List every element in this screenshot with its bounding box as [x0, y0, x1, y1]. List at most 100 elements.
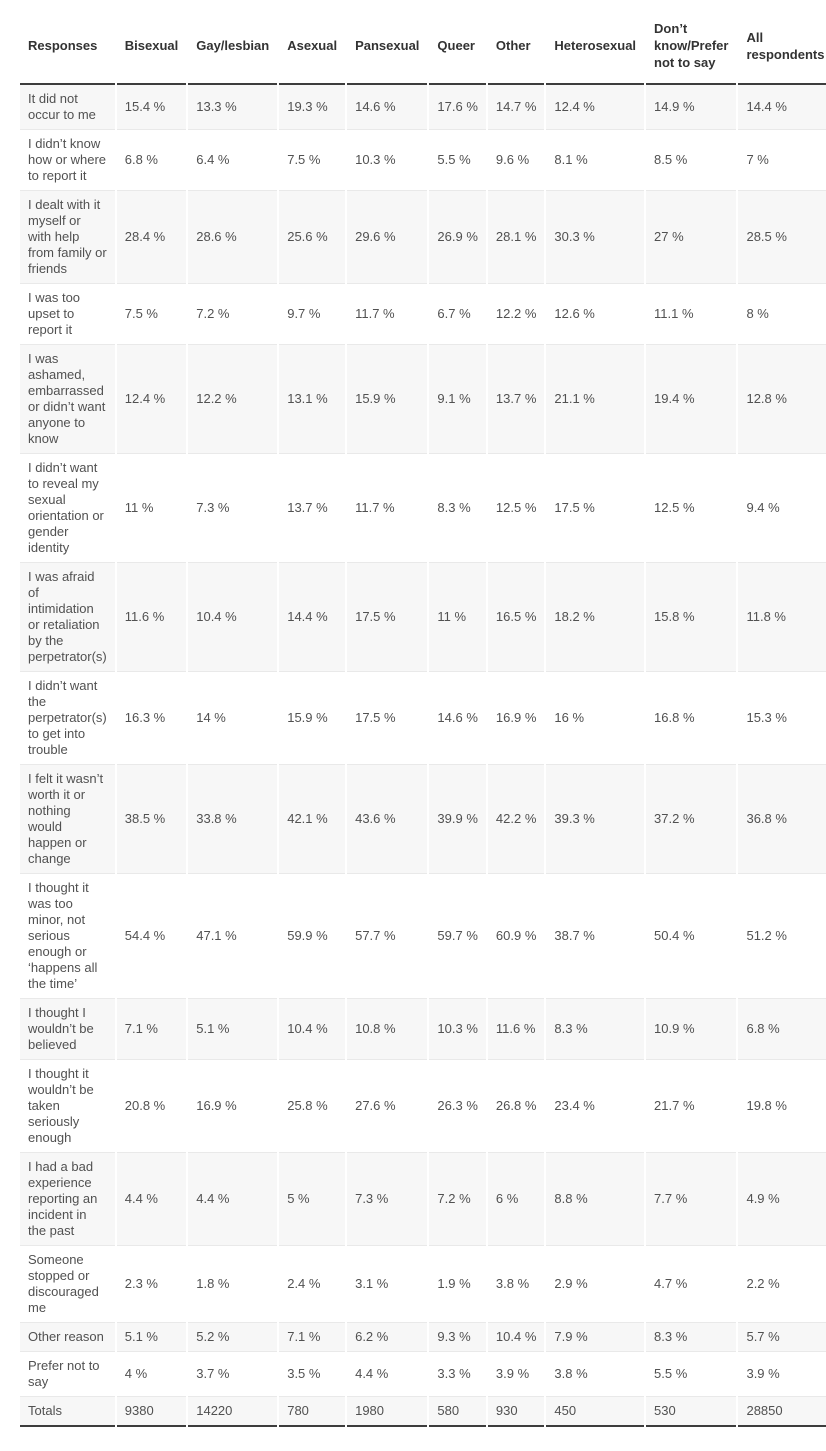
cell-value: 10.3 % [347, 130, 428, 191]
totals-label: Totals [20, 1397, 115, 1427]
cell-value: 14.7 % [487, 85, 545, 130]
cell-value: 3.8 % [487, 1246, 545, 1323]
column-header-gay-lesbian: Gay/lesbian [188, 8, 278, 85]
cell-value: 780 [279, 1397, 346, 1427]
cell-value: 14 % [188, 672, 278, 765]
cell-value: 7.3 % [188, 454, 278, 563]
cell-value: 28850 [738, 1397, 826, 1427]
cell-value: 2.3 % [116, 1246, 187, 1323]
cell-value: 17.5 % [546, 454, 645, 563]
cell-value: 3.1 % [347, 1246, 428, 1323]
cell-value: 28.6 % [188, 191, 278, 284]
cell-value: 14220 [188, 1397, 278, 1427]
cell-value: 1.8 % [188, 1246, 278, 1323]
cell-value: 9.3 % [429, 1323, 486, 1352]
cell-value: 16.3 % [116, 672, 187, 765]
cell-value: 5.5 % [646, 1352, 737, 1397]
column-header-pansexual: Pansexual [347, 8, 428, 85]
cell-value: 51.2 % [738, 874, 826, 999]
cell-value: 16.5 % [487, 563, 545, 672]
cell-value: 7.5 % [279, 130, 346, 191]
table-row: Other reason 5.1 % 5.2 % 7.1 % 6.2 % 9.3 % 10.… [20, 1323, 826, 1352]
cell-value: 17.6 % [429, 85, 486, 130]
row-label: I was ashamed, embarrassed or didn’t wan… [20, 345, 115, 454]
cell-value: 3.9 % [738, 1352, 826, 1397]
cell-value: 15.8 % [646, 563, 737, 672]
cell-value: 9.7 % [279, 284, 346, 345]
cell-value: 28.1 % [487, 191, 545, 284]
cell-value: 6.8 % [738, 999, 826, 1060]
row-label: I had a bad experience reporting an inci… [20, 1153, 115, 1246]
cell-value: 7.2 % [188, 284, 278, 345]
cell-value: 12.5 % [646, 454, 737, 563]
cell-value: 38.7 % [546, 874, 645, 999]
table-row: I was too upset to report it 7.5 % 7.2 % 9.… [20, 284, 826, 345]
cell-value: 37.2 % [646, 765, 737, 874]
column-header-all-respondents: All respondents [738, 8, 826, 85]
row-label: I thought I wouldn’t be believed [20, 999, 115, 1060]
row-label: I didn’t want the perpetrator(s) to get … [20, 672, 115, 765]
cell-value: 10.8 % [347, 999, 428, 1060]
cell-value: 6.4 % [188, 130, 278, 191]
cell-value: 930 [487, 1397, 545, 1427]
row-label: Prefer not to say [20, 1352, 115, 1397]
cell-value: 12.6 % [546, 284, 645, 345]
cell-value: 16 % [546, 672, 645, 765]
table-row: I didn’t want to reveal my sexual orient… [20, 454, 826, 563]
cell-value: 11.6 % [116, 563, 187, 672]
cell-value: 4.4 % [347, 1352, 428, 1397]
cell-value: 12.8 % [738, 345, 826, 454]
cell-value: 13.7 % [279, 454, 346, 563]
cell-value: 450 [546, 1397, 645, 1427]
row-label: Other reason [20, 1323, 115, 1352]
cell-value: 3.8 % [546, 1352, 645, 1397]
cell-value: 43.6 % [347, 765, 428, 874]
totals-row: Totals 9380 14220 780 1980 580 930 450 530 28850 [20, 1397, 826, 1427]
cell-value: 10.3 % [429, 999, 486, 1060]
cell-value: 36.8 % [738, 765, 826, 874]
cell-value: 8.3 % [546, 999, 645, 1060]
column-header-queer: Queer [429, 8, 486, 85]
cell-value: 10.4 % [487, 1323, 545, 1352]
cell-value: 57.7 % [347, 874, 428, 999]
table-row: I thought it wouldn’t be taken seriously… [20, 1060, 826, 1153]
cell-value: 39.9 % [429, 765, 486, 874]
cell-value: 10.4 % [279, 999, 346, 1060]
cell-value: 27 % [646, 191, 737, 284]
cell-value: 4.4 % [188, 1153, 278, 1246]
cell-value: 6.7 % [429, 284, 486, 345]
cell-value: 3.3 % [429, 1352, 486, 1397]
cell-value: 7.9 % [546, 1323, 645, 1352]
table-row: I thought it was too minor, not serious … [20, 874, 826, 999]
cell-value: 4.9 % [738, 1153, 826, 1246]
cell-value: 7.3 % [347, 1153, 428, 1246]
cell-value: 530 [646, 1397, 737, 1427]
cell-value: 19.8 % [738, 1060, 826, 1153]
cell-value: 27.6 % [347, 1060, 428, 1153]
table-row: I thought I wouldn’t be believed 7.1 % 5.1… [20, 999, 826, 1060]
cell-value: 580 [429, 1397, 486, 1427]
row-label: I felt it wasn’t worth it or nothing wou… [20, 765, 115, 874]
cell-value: 6.2 % [347, 1323, 428, 1352]
cell-value: 47.1 % [188, 874, 278, 999]
cell-value: 12.2 % [188, 345, 278, 454]
cell-value: 4 % [116, 1352, 187, 1397]
cell-value: 11.7 % [347, 284, 428, 345]
cell-value: 8.5 % [646, 130, 737, 191]
row-label: I dealt with it myself or with help from… [20, 191, 115, 284]
cell-value: 9380 [116, 1397, 187, 1427]
cell-value: 25.8 % [279, 1060, 346, 1153]
cell-value: 5.7 % [738, 1323, 826, 1352]
table-row: I didn’t want the perpetrator(s) to get … [20, 672, 826, 765]
cell-value: 11 % [429, 563, 486, 672]
cell-value: 19.4 % [646, 345, 737, 454]
cell-value: 16.8 % [646, 672, 737, 765]
cell-value: 1980 [347, 1397, 428, 1427]
cell-value: 9.4 % [738, 454, 826, 563]
table-row: Someone stopped or discouraged me 2.3 % 1.… [20, 1246, 826, 1323]
cell-value: 59.9 % [279, 874, 346, 999]
cell-value: 3.5 % [279, 1352, 346, 1397]
cell-value: 9.1 % [429, 345, 486, 454]
cell-value: 7.2 % [429, 1153, 486, 1246]
